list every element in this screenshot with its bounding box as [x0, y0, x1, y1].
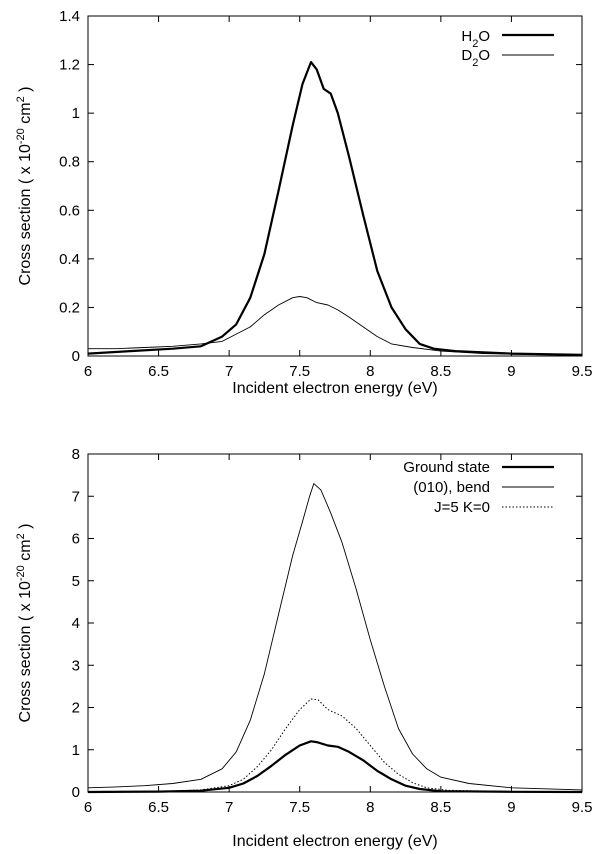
top-y-tick-label: 0	[72, 348, 80, 365]
top-x-tick-label: 9	[507, 363, 515, 380]
bottom-plot-frame	[87, 453, 583, 793]
bottom-chart: 6 6.5 7 7.5 8 8.5 9 9.5 0 1 2 3 4 5 6 7 8 Incident elec…	[15, 446, 592, 850]
legend-label-j5-k0: J=5 K=0	[434, 499, 490, 516]
top-y-axis-label: Cross section ( x 10-20 cm2 )	[15, 87, 34, 286]
bottom-y-ticks: 0 1 2 3 4 5 6 7 8	[72, 446, 582, 801]
top-chart: 6 6.5 7 7.5 8 8.5 9 9.5 0 0.2 0.4 0.6 0.8 1 1.2 1.4 In…	[15, 8, 592, 397]
top-x-tick-label: 6	[84, 363, 92, 380]
legend-entry-h2o: H2O	[461, 28, 554, 50]
top-x-axis-label: Incident electron energy (eV)	[232, 380, 437, 397]
top-x-tick-label: 8	[366, 363, 374, 380]
legend-entry-j5-k0: J=5 K=0	[434, 499, 554, 516]
bottom-y-tick-label: 3	[72, 657, 80, 674]
series-line-d2o	[88, 296, 583, 356]
legend-label-bend: (010), bend	[413, 479, 490, 496]
legend-label-d2o: D2O	[461, 47, 490, 69]
bottom-y-tick-label: 7	[72, 488, 80, 505]
bottom-x-axis-label: Incident electron energy (eV)	[232, 833, 437, 850]
bottom-y-tick-label: 4	[72, 615, 80, 632]
bottom-y-tick-label: 8	[72, 446, 80, 463]
legend-entry-bend: (010), bend	[413, 479, 554, 496]
series-line-010-bend	[87, 483, 583, 791]
top-x-tick-label: 7	[225, 363, 233, 380]
legend-entry-ground-state: Ground state	[403, 459, 554, 476]
legend-label-h2o: H2O	[461, 28, 490, 50]
top-x-tick-label: 6.5	[148, 363, 169, 380]
bottom-legend: Ground state (010), bend J=5 K=0	[403, 459, 554, 516]
top-y-tick-label: 0.4	[59, 251, 80, 268]
series-line-j-5-k-0	[87, 698, 583, 793]
top-y-tick-label: 1.2	[59, 57, 80, 74]
top-y-tick-label: 0.2	[59, 299, 80, 316]
bottom-x-tick-label: 7	[225, 799, 233, 816]
bottom-y-tick-label: 6	[72, 531, 80, 548]
bottom-y-tick-label: 5	[72, 573, 80, 590]
bottom-x-tick-label: 7.5	[289, 799, 310, 816]
bottom-x-ticks: 6 6.5 7 7.5 8 8.5 9 9.5	[84, 454, 593, 816]
bottom-x-tick-label: 6	[84, 799, 92, 816]
bottom-x-tick-label: 8.5	[430, 799, 451, 816]
top-x-ticks: 6 6.5 7 7.5 8 8.5 9 9.5	[84, 16, 593, 380]
top-y-tick-label: 1	[72, 105, 80, 122]
bottom-series	[87, 483, 583, 794]
top-series	[87, 61, 583, 356]
top-x-tick-label: 9.5	[572, 363, 593, 380]
top-y-ticks: 0 0.2 0.4 0.6 0.8 1 1.2 1.4	[59, 8, 582, 365]
top-x-tick-label: 8.5	[430, 363, 451, 380]
bottom-y-tick-label: 2	[72, 700, 80, 717]
top-y-tick-label: 1.4	[59, 8, 80, 25]
bottom-y-axis-label: Cross section ( x 10-20 cm2 )	[15, 524, 34, 723]
top-plot-frame	[87, 15, 583, 357]
series-line-ground-state	[87, 740, 583, 794]
legend-entry-d2o: D2O	[461, 47, 554, 69]
top-x-tick-label: 7.5	[289, 363, 310, 380]
top-y-tick-label: 0.6	[59, 202, 80, 219]
legend-label-ground-state: Ground state	[403, 459, 490, 476]
series-line-h2o	[87, 61, 583, 356]
top-y-tick-label: 0.8	[59, 154, 80, 171]
bottom-x-tick-label: 8	[366, 799, 374, 816]
bottom-x-tick-label: 9	[507, 799, 515, 816]
top-legend: H2O D2O	[461, 28, 554, 69]
bottom-x-tick-label: 9.5	[572, 799, 593, 816]
bottom-x-tick-label: 6.5	[148, 799, 169, 816]
bottom-y-tick-label: 0	[72, 784, 80, 801]
bottom-y-tick-label: 1	[72, 742, 80, 759]
